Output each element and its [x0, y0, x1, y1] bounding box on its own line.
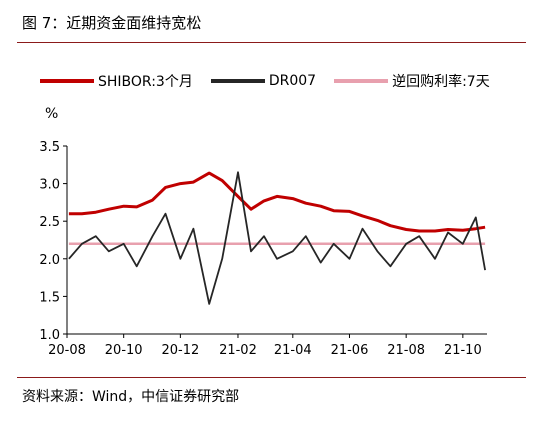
- chart-axes: [63, 145, 487, 338]
- source-note: 资料来源：Wind，中信证券研究部: [22, 389, 240, 405]
- chart-tick-labels: 1.0 1.5 2.0 2.5 3.0 3.5 20-08 20-10 20-12 21-02 21…: [39, 140, 481, 358]
- y-tick-label: 2.0: [39, 253, 60, 268]
- chart-series: [68, 171, 486, 305]
- x-tick-label: 20-08: [48, 343, 86, 358]
- y-tick-label: 3.0: [39, 178, 60, 193]
- x-tick-label: 20-12: [161, 343, 199, 358]
- figure-title: 图 7：近期资金面维持宽松: [22, 14, 202, 32]
- x-tick-label: 21-08: [387, 343, 425, 358]
- legend-label-repo: 逆回购利率:7天: [392, 74, 490, 90]
- y-tick-label: 2.5: [39, 215, 60, 230]
- x-tick-label: 21-10: [444, 343, 482, 358]
- series-line-shibor: [68, 171, 486, 233]
- source-divider: [17, 377, 526, 378]
- x-tick-label: 20-10: [105, 343, 143, 358]
- legend-swatch-dr007: [210, 79, 265, 83]
- y-tick-label: 1.5: [39, 290, 60, 305]
- legend-item-shibor: SHIBOR:3个月: [40, 71, 193, 91]
- title-divider: [17, 42, 526, 43]
- x-tick-label: 21-06: [331, 343, 369, 358]
- legend-item-dr007: DR007: [210, 73, 317, 89]
- legend-swatch-shibor: [40, 79, 94, 83]
- x-tick-label: 21-02: [219, 343, 257, 358]
- y-axis-unit: %: [45, 106, 59, 122]
- legend-swatch-repo: [334, 79, 389, 83]
- series-line-dr007: [68, 171, 486, 305]
- legend-label-shibor: SHIBOR:3个月: [98, 74, 193, 90]
- y-tick-label: 1.0: [39, 328, 60, 343]
- x-tick-label: 21-04: [274, 343, 312, 358]
- chart-legend: SHIBOR:3个月 DR007 逆回购利率:7天: [40, 72, 508, 90]
- legend-item-repo: 逆回购利率:7天: [334, 71, 490, 91]
- y-tick-label: 3.5: [39, 140, 60, 155]
- legend-label-dr007: DR007: [268, 73, 317, 89]
